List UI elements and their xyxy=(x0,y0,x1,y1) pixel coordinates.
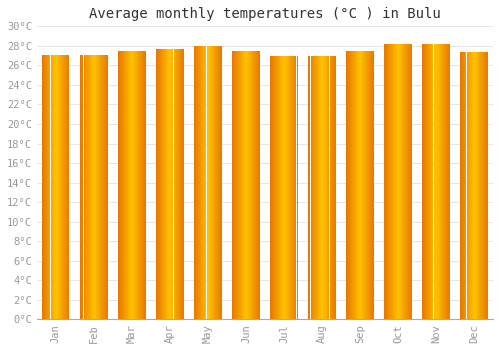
Title: Average monthly temperatures (°C ) in Bulu: Average monthly temperatures (°C ) in Bu… xyxy=(89,7,441,21)
